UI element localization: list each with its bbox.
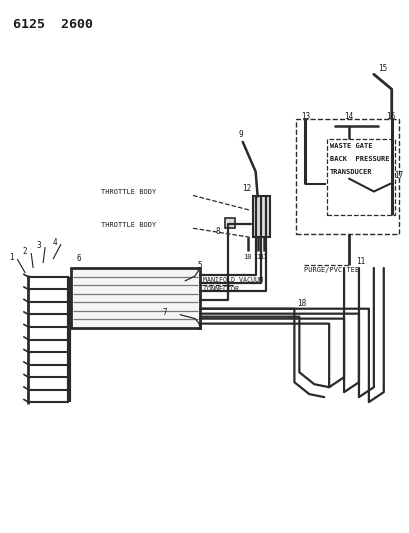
Bar xyxy=(326,139,394,215)
Text: CONNECTOR: CONNECTOR xyxy=(202,286,238,292)
Text: 11: 11 xyxy=(259,254,267,260)
Text: 7: 7 xyxy=(162,308,167,317)
Text: THROTTLE BODY: THROTTLE BODY xyxy=(101,189,155,195)
Text: 12: 12 xyxy=(241,184,251,193)
Text: 3: 3 xyxy=(37,240,41,249)
Bar xyxy=(252,197,269,237)
Text: 6: 6 xyxy=(76,254,81,263)
Text: 4: 4 xyxy=(53,238,57,247)
Text: 11: 11 xyxy=(253,254,261,260)
Text: 11: 11 xyxy=(355,256,364,265)
Text: 16: 16 xyxy=(385,111,394,120)
Text: TRANSDUCER: TRANSDUCER xyxy=(329,168,372,175)
Text: BACK  PRESSURE: BACK PRESSURE xyxy=(329,156,389,161)
Text: 14: 14 xyxy=(344,111,353,120)
Text: 6125  2600: 6125 2600 xyxy=(13,18,93,31)
Text: 15: 15 xyxy=(377,64,387,73)
Text: 13: 13 xyxy=(300,111,309,120)
Text: 1: 1 xyxy=(9,253,13,262)
Text: MANIFOLD VACUUM: MANIFOLD VACUUM xyxy=(202,277,262,283)
Text: 10: 10 xyxy=(243,254,252,260)
Bar xyxy=(71,268,200,328)
Text: 8: 8 xyxy=(215,227,220,236)
Text: THROTTLE BODY: THROTTLE BODY xyxy=(101,222,155,228)
Text: 5: 5 xyxy=(197,323,202,332)
Text: 17: 17 xyxy=(393,171,402,180)
Text: 5: 5 xyxy=(197,261,202,270)
Text: PURGE/PVC TEE: PURGE/PVC TEE xyxy=(303,267,359,273)
Text: 2: 2 xyxy=(23,247,27,256)
Text: 18: 18 xyxy=(297,299,306,308)
Text: 9: 9 xyxy=(238,131,243,140)
Text: WASTE GATE: WASTE GATE xyxy=(329,143,372,149)
Bar xyxy=(224,219,234,228)
Bar xyxy=(296,119,398,234)
